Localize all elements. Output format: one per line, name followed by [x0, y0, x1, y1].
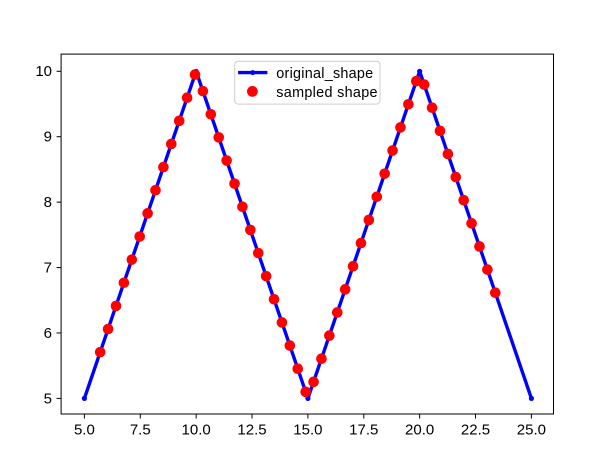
svg-text:5: 5	[44, 390, 52, 407]
svg-text:7.5: 7.5	[130, 421, 151, 438]
svg-text:22.5: 22.5	[461, 421, 490, 438]
svg-text:20.0: 20.0	[405, 421, 434, 438]
svg-text:25.0: 25.0	[517, 421, 546, 438]
svg-text:sampled shape: sampled shape	[276, 85, 378, 101]
svg-text:7: 7	[44, 259, 52, 276]
svg-text:6: 6	[44, 325, 52, 342]
svg-text:8: 8	[44, 194, 52, 211]
svg-text:5.0: 5.0	[74, 421, 95, 438]
svg-text:12.5: 12.5	[237, 421, 266, 438]
svg-text:10: 10	[35, 63, 52, 80]
svg-text:15.0: 15.0	[293, 421, 322, 438]
svg-text:9: 9	[44, 129, 52, 146]
svg-text:10.0: 10.0	[182, 421, 211, 438]
svg-text:17.5: 17.5	[349, 421, 378, 438]
svg-text:original_shape: original_shape	[276, 66, 373, 82]
